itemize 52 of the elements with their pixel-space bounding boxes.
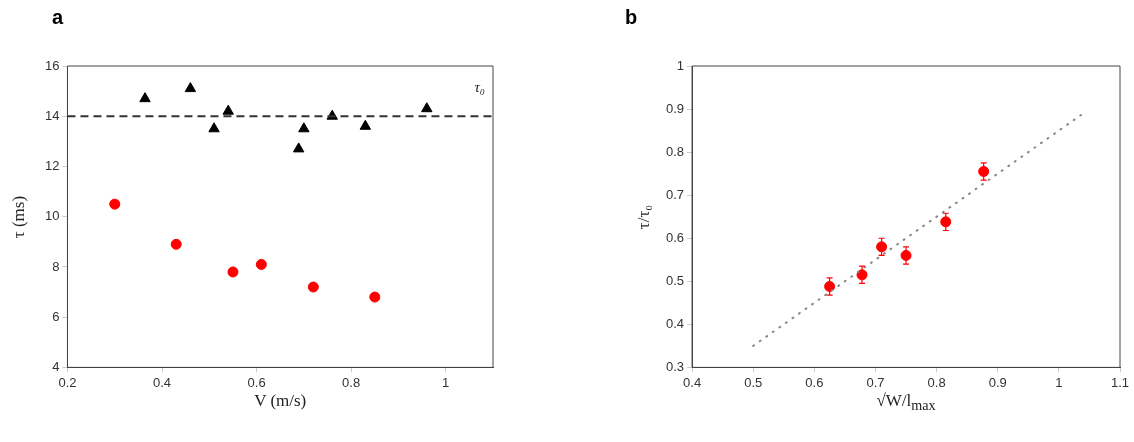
y-axis-title: τ/τ₀ xyxy=(634,204,655,229)
point xyxy=(255,258,267,270)
point xyxy=(307,281,319,293)
x-tick-label: 0.4 xyxy=(152,374,172,390)
point xyxy=(208,122,220,133)
point xyxy=(298,122,310,133)
point xyxy=(940,216,952,228)
y-tick-label: 8 xyxy=(52,258,60,274)
x-tick-label: 0.8 xyxy=(342,374,361,390)
y-tick-label: 10 xyxy=(44,208,60,224)
y-tick-label: 0.4 xyxy=(665,315,685,331)
x-tick-label: 0.8 xyxy=(927,374,946,390)
point xyxy=(369,291,381,303)
y-tick-label: 0.3 xyxy=(665,358,685,374)
y-axis-title: τ (ms) xyxy=(9,195,30,238)
point xyxy=(421,102,433,113)
point xyxy=(139,92,151,103)
point xyxy=(978,165,990,177)
point xyxy=(876,241,888,253)
y-tick-label: 16 xyxy=(44,57,60,73)
chart-title: a xyxy=(52,6,64,29)
x-tick-label: 0.2 xyxy=(58,374,77,390)
y-tick-label: 14 xyxy=(44,107,60,123)
x-tick-label: 1 xyxy=(442,374,450,390)
x-axis-title: V (m/s) xyxy=(254,391,307,412)
point xyxy=(109,198,121,210)
x-tick-label: 0.9 xyxy=(988,374,1007,390)
point xyxy=(359,119,372,130)
point xyxy=(170,238,182,250)
x-tick-label: 1 xyxy=(1055,374,1063,390)
y-tick-label: 0.8 xyxy=(665,143,685,159)
y-tick-label: 12 xyxy=(44,158,60,174)
y-tick-label: 4 xyxy=(52,358,60,374)
y-tick-label: 1 xyxy=(676,57,685,73)
x-tick-label: 1.1 xyxy=(1110,374,1130,390)
x-tick-label: 0.6 xyxy=(805,374,824,390)
y-tick-label: 0.7 xyxy=(665,186,685,202)
x-axis-title: √W/l$_{max}$ xyxy=(876,391,936,415)
x-tick-label: 0.7 xyxy=(866,374,885,390)
y-tick-label: 6 xyxy=(52,308,60,324)
point xyxy=(292,142,305,153)
y-tick-label: 0.9 xyxy=(665,100,685,116)
x-tick-label: 0.5 xyxy=(744,374,763,390)
point xyxy=(222,104,234,115)
x-tick-label: 0.4 xyxy=(683,374,702,390)
y-tick-label: 0.6 xyxy=(665,229,685,245)
point xyxy=(184,82,197,93)
y-tick-label: 0.5 xyxy=(665,272,685,288)
chart-title: b xyxy=(625,6,638,29)
x-tick-label: 0.6 xyxy=(247,374,266,390)
ref-line-label: τ₀ xyxy=(474,79,485,96)
point xyxy=(227,266,239,278)
